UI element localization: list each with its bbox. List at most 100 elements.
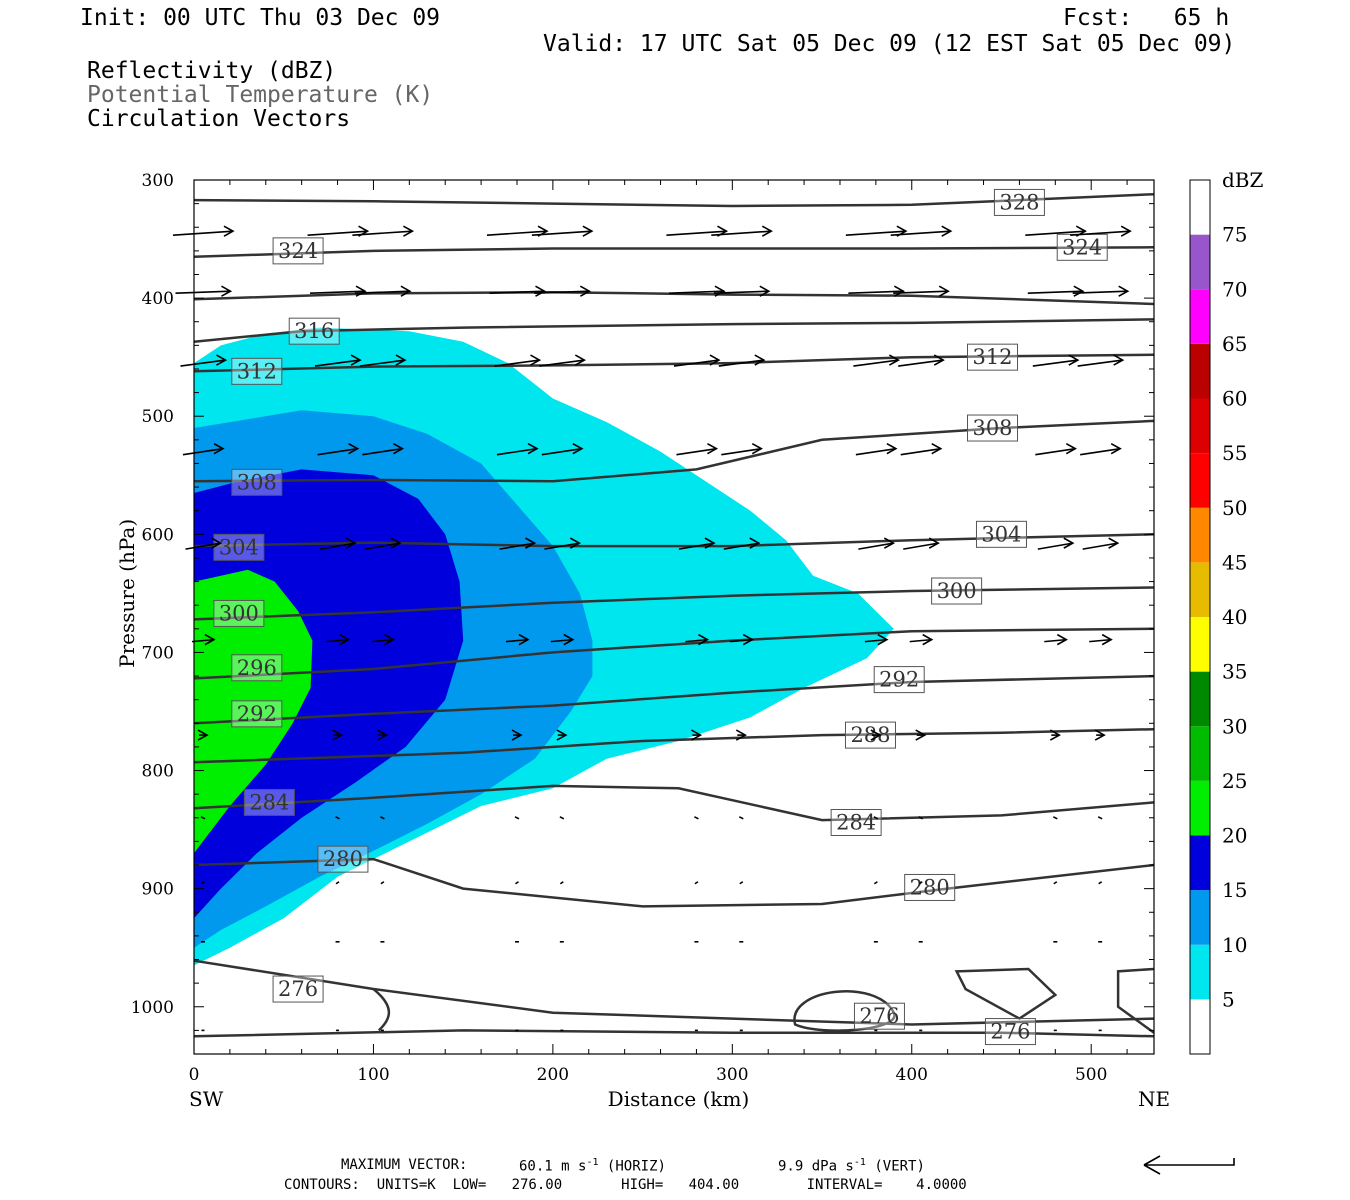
colorbar-segment (1190, 780, 1210, 836)
circulation-vector (1072, 285, 1130, 297)
vector-head (518, 633, 530, 646)
contour-label: 308 (237, 470, 277, 494)
y-tick-label: 900 (142, 880, 174, 900)
contour-label-box (231, 700, 283, 728)
contours-info: CONTOURS: UNITS=K LOW= 276.00 HIGH= 404.… (284, 1177, 967, 1193)
circulation-vector (723, 537, 761, 550)
theta-contour-296 (193, 627, 1155, 680)
x-tick-label: 400 (896, 1065, 928, 1085)
init-time: Init: 00 UTC Thu 03 Dec 09 (80, 5, 441, 31)
circulation-vector (319, 537, 357, 550)
vector-head (211, 537, 223, 549)
colorbar-segment (1190, 671, 1210, 727)
vector-head (216, 354, 228, 366)
vector-shaft (723, 542, 759, 550)
vector-head (574, 354, 586, 366)
x-tick-label: 500 (1075, 1065, 1107, 1085)
vector-shaft (539, 359, 585, 367)
circulation-vector (1044, 633, 1068, 646)
vector-shaft (544, 542, 580, 550)
vector-shaft (559, 881, 564, 885)
circulation-vector (556, 729, 568, 741)
contour-label-box (231, 468, 283, 496)
circulation-vector (335, 881, 340, 885)
vector-head (384, 633, 396, 646)
circulation-vector (694, 816, 699, 820)
circulation-vector (1082, 537, 1120, 550)
vector-head (511, 729, 523, 741)
contour-label: 280 (910, 875, 950, 899)
theta-contour-276-edge (1116, 967, 1155, 1034)
circulation-vector (1097, 816, 1103, 820)
vector-shaft (1070, 230, 1131, 236)
vector-shaft (531, 230, 592, 236)
vector-shaft (676, 447, 717, 456)
vector-head (579, 285, 591, 297)
vector-shaft (496, 447, 538, 456)
circulation-vector (377, 729, 389, 741)
vector-head (527, 442, 539, 455)
circulation-vector (870, 729, 882, 741)
contour-label-box (1056, 233, 1108, 261)
vector-shaft (1032, 359, 1078, 367)
vector-shaft (673, 359, 720, 367)
x-right-label: NE (1138, 1087, 1170, 1111)
contour-label: 276 (859, 1004, 899, 1028)
vector-head (704, 537, 716, 549)
vector-shaft (371, 638, 394, 643)
y-tick-label: 400 (142, 289, 174, 309)
circulation-vector (730, 633, 754, 646)
vector-shaft (1053, 881, 1058, 885)
colorbar-segment (1190, 453, 1210, 508)
contour-label: 304 (219, 535, 259, 559)
theta-contour-316 (193, 318, 1155, 344)
circulation-vector (1098, 881, 1103, 885)
vector-head (221, 285, 233, 297)
vector-shaft (354, 290, 410, 295)
vector-head (355, 285, 367, 297)
vector-head (877, 633, 889, 646)
max-vector-label: MAXIMUM VECTOR: (341, 1157, 468, 1173)
vector-head (928, 537, 940, 549)
contour-label: 324 (278, 239, 318, 263)
vector-head (1108, 537, 1120, 549)
vector-head (572, 442, 584, 455)
circulation-vector (531, 225, 594, 237)
vector-shaft (172, 230, 234, 236)
colorbar-level-label: 20 (1222, 824, 1247, 848)
circulation-vector (918, 816, 924, 820)
vector-head (348, 442, 360, 455)
circulation-vector (380, 881, 385, 885)
theta-contour-276-loop (954, 967, 1058, 1021)
vector-head (1094, 729, 1106, 741)
vector-head (223, 225, 235, 237)
vector-shaft (873, 816, 879, 820)
vector-shaft (200, 816, 206, 820)
y-tick-label: 500 (142, 407, 174, 427)
circulation-vector (371, 633, 396, 646)
circulation-vector (1049, 729, 1061, 741)
vector-head (556, 729, 568, 741)
vector-head (751, 442, 763, 455)
circulation-vector (1027, 285, 1085, 297)
colorbar-segment (1190, 835, 1210, 891)
circulation-vector (185, 537, 223, 550)
contour-label: 308 (972, 416, 1012, 440)
vector-shaft (182, 447, 224, 456)
contour-label-box (873, 666, 925, 694)
y-tick-label: 1000 (131, 998, 174, 1018)
vector-head (938, 285, 950, 297)
circulation-vector (544, 537, 581, 550)
vector-head (569, 537, 581, 549)
colorbar-segment (1190, 343, 1210, 399)
vector-shaft (694, 881, 699, 885)
circulation-vector (673, 354, 721, 367)
contour-label-box (288, 317, 340, 345)
vector-head (714, 285, 726, 297)
vector-shaft (900, 447, 941, 456)
x-tick-label: 100 (357, 1065, 389, 1085)
contour-label: 316 (294, 319, 334, 343)
contour-label-box (272, 237, 324, 265)
vector-shaft (1097, 816, 1103, 820)
